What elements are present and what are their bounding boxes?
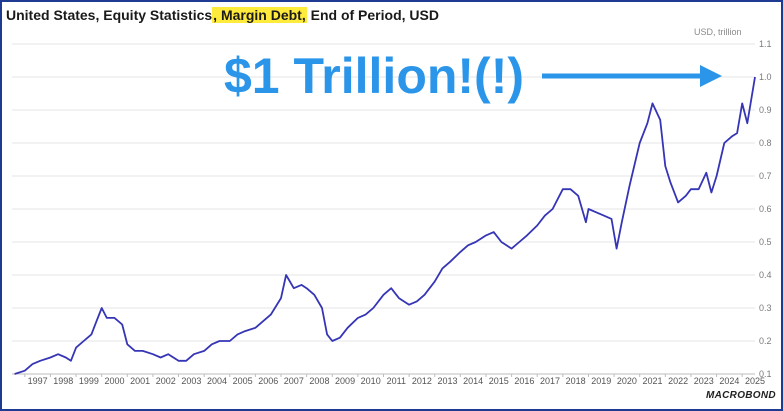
title-part-2: End of Period, USD [306, 7, 439, 23]
annotation-arrow-head [700, 65, 722, 87]
x-tick-label: 2024 [719, 376, 739, 386]
y-tick-label: 0.1 [759, 369, 772, 379]
y-tick-label: 0.5 [759, 237, 772, 247]
x-tick-label: 1999 [79, 376, 99, 386]
x-tick-label: 2007 [284, 376, 304, 386]
x-tick-label: 2025 [745, 376, 765, 386]
x-tick-label: 2021 [643, 376, 663, 386]
x-tick-label: 2006 [258, 376, 278, 386]
x-tick-label: 2014 [463, 376, 483, 386]
x-tick-label: 1997 [28, 376, 48, 386]
x-tick-label: 2022 [668, 376, 688, 386]
series-line [14, 76, 756, 375]
x-tick-label: 2023 [694, 376, 714, 386]
x-tick-label: 2016 [514, 376, 534, 386]
y-tick-label: 1.0 [759, 72, 772, 82]
unit-label: USD, trillion [694, 27, 742, 37]
y-tick-label: 0.3 [759, 303, 772, 313]
y-tick-label: 0.7 [759, 171, 772, 181]
y-tick-label: 0.8 [759, 138, 772, 148]
x-tick-label: 1998 [53, 376, 73, 386]
annotation-callout: $1 Trillion!(!) [224, 48, 524, 104]
x-tick-label: 2012 [412, 376, 432, 386]
brand-logo: MACROBOND [706, 390, 776, 401]
x-tick-label: 2015 [489, 376, 509, 386]
x-tick-label: 2008 [309, 376, 329, 386]
x-tick-label: 2004 [207, 376, 227, 386]
x-tick-label: 2018 [566, 376, 586, 386]
title-highlight: , Margin Debt, [212, 7, 307, 23]
x-tick-label: 2005 [233, 376, 253, 386]
y-tick-label: 0.4 [759, 270, 772, 280]
x-tick-label: 2017 [540, 376, 560, 386]
x-tick-label: 2000 [104, 376, 124, 386]
x-tick-label: 2009 [335, 376, 355, 386]
title-part-1: United States, Equity Statistics [6, 7, 213, 23]
x-tick-label: 2013 [438, 376, 458, 386]
x-tick-label: 2001 [130, 376, 150, 386]
x-tick-label: 2011 [387, 376, 406, 386]
x-tick-label: 2010 [361, 376, 381, 386]
x-tick-label: 2002 [156, 376, 176, 386]
x-tick-label: 2019 [591, 376, 611, 386]
y-tick-label: 0.9 [759, 105, 772, 115]
y-tick-label: 0.2 [759, 336, 772, 346]
x-tick-label: 2020 [617, 376, 637, 386]
chart-title: United States, Equity Statistics, Margin… [6, 7, 439, 23]
y-tick-label: 0.6 [759, 204, 772, 214]
y-tick-label: 1.1 [759, 39, 772, 49]
x-tick-label: 2003 [181, 376, 201, 386]
